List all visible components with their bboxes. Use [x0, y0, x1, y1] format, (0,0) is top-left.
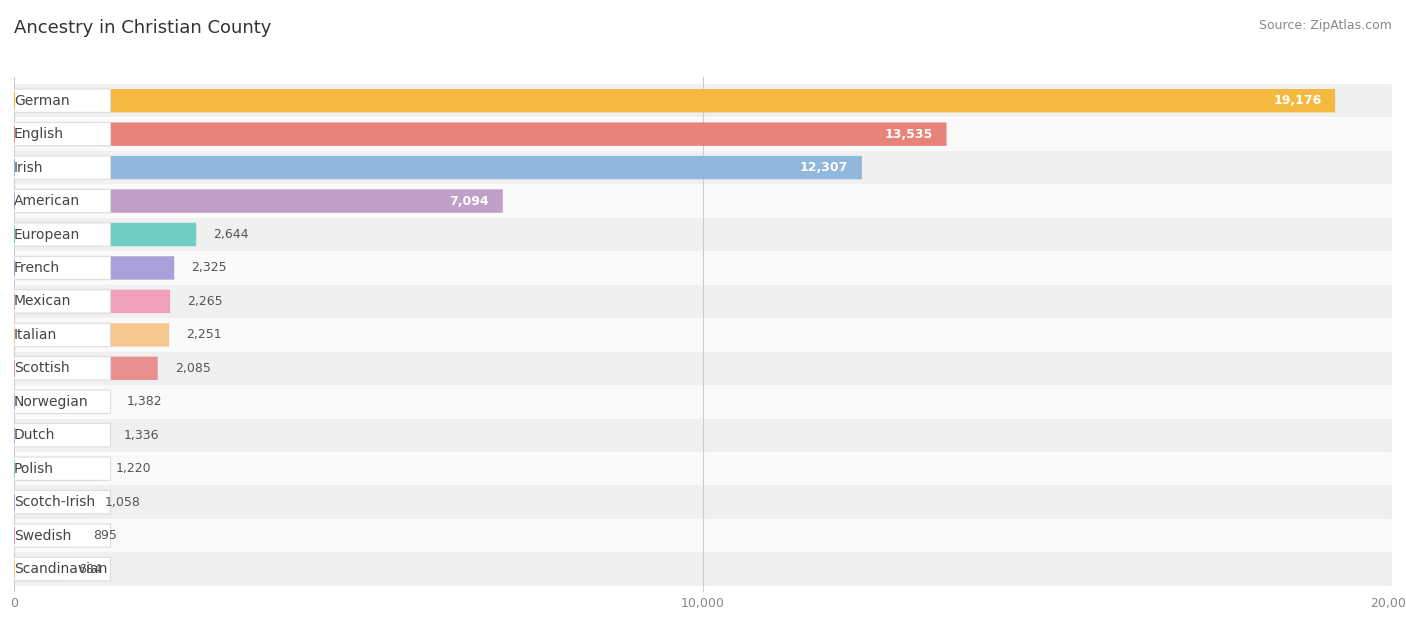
Text: Swedish: Swedish	[14, 529, 72, 543]
Text: 895: 895	[93, 529, 117, 542]
Bar	[0, 318, 1406, 352]
FancyBboxPatch shape	[14, 557, 111, 581]
Text: 2,085: 2,085	[174, 362, 211, 375]
Text: Polish: Polish	[14, 462, 53, 476]
FancyBboxPatch shape	[14, 89, 1336, 113]
Text: Scottish: Scottish	[14, 361, 70, 375]
FancyBboxPatch shape	[14, 189, 111, 213]
Text: 1,336: 1,336	[124, 429, 159, 442]
Text: German: German	[14, 93, 70, 108]
FancyBboxPatch shape	[14, 457, 111, 480]
FancyBboxPatch shape	[14, 424, 111, 447]
Text: 2,325: 2,325	[191, 261, 228, 274]
Text: 2,265: 2,265	[187, 295, 224, 308]
FancyBboxPatch shape	[14, 323, 111, 346]
Bar	[0, 352, 1406, 385]
Text: American: American	[14, 194, 80, 208]
Text: 2,644: 2,644	[214, 228, 249, 241]
Bar	[0, 84, 1406, 117]
Text: 12,307: 12,307	[800, 161, 848, 174]
FancyBboxPatch shape	[14, 390, 110, 413]
Text: 1,058: 1,058	[104, 496, 141, 509]
FancyBboxPatch shape	[14, 491, 111, 514]
Text: Scotch-Irish: Scotch-Irish	[14, 495, 96, 509]
Text: 2,251: 2,251	[187, 328, 222, 341]
Bar	[0, 184, 1406, 218]
FancyBboxPatch shape	[14, 524, 111, 547]
Text: Source: ZipAtlas.com: Source: ZipAtlas.com	[1258, 19, 1392, 32]
FancyBboxPatch shape	[14, 256, 174, 279]
FancyBboxPatch shape	[14, 89, 111, 113]
Text: English: English	[14, 127, 65, 141]
FancyBboxPatch shape	[14, 524, 76, 547]
FancyBboxPatch shape	[14, 189, 503, 213]
Bar	[0, 151, 1406, 184]
FancyBboxPatch shape	[14, 256, 111, 279]
Text: 1,220: 1,220	[115, 462, 150, 475]
Bar	[0, 519, 1406, 553]
FancyBboxPatch shape	[14, 557, 62, 581]
Text: 7,094: 7,094	[450, 194, 489, 207]
Bar	[0, 251, 1406, 285]
Bar	[0, 385, 1406, 419]
FancyBboxPatch shape	[14, 223, 197, 246]
Text: Ancestry in Christian County: Ancestry in Christian County	[14, 19, 271, 37]
FancyBboxPatch shape	[14, 223, 111, 246]
Text: Irish: Irish	[14, 160, 44, 175]
FancyBboxPatch shape	[14, 424, 105, 447]
Text: French: French	[14, 261, 60, 275]
FancyBboxPatch shape	[14, 357, 111, 380]
Text: 684: 684	[79, 563, 103, 576]
Text: Italian: Italian	[14, 328, 58, 342]
Text: 1,382: 1,382	[127, 395, 162, 408]
Text: 13,535: 13,535	[884, 128, 932, 140]
FancyBboxPatch shape	[14, 122, 946, 146]
FancyBboxPatch shape	[14, 323, 169, 346]
Text: Scandinavian: Scandinavian	[14, 562, 107, 576]
Bar	[0, 218, 1406, 251]
Bar	[0, 452, 1406, 486]
Text: European: European	[14, 227, 80, 242]
FancyBboxPatch shape	[14, 156, 862, 179]
Bar	[0, 285, 1406, 318]
Bar	[0, 553, 1406, 586]
FancyBboxPatch shape	[14, 457, 98, 480]
Bar	[0, 419, 1406, 452]
FancyBboxPatch shape	[14, 156, 111, 179]
FancyBboxPatch shape	[14, 491, 87, 514]
Text: Dutch: Dutch	[14, 428, 55, 442]
FancyBboxPatch shape	[14, 122, 111, 146]
FancyBboxPatch shape	[14, 290, 111, 313]
Text: Norwegian: Norwegian	[14, 395, 89, 409]
Text: 19,176: 19,176	[1274, 94, 1322, 107]
Bar	[0, 486, 1406, 519]
FancyBboxPatch shape	[14, 290, 170, 313]
FancyBboxPatch shape	[14, 357, 157, 380]
Bar	[0, 117, 1406, 151]
Text: Mexican: Mexican	[14, 294, 72, 308]
FancyBboxPatch shape	[14, 390, 111, 413]
